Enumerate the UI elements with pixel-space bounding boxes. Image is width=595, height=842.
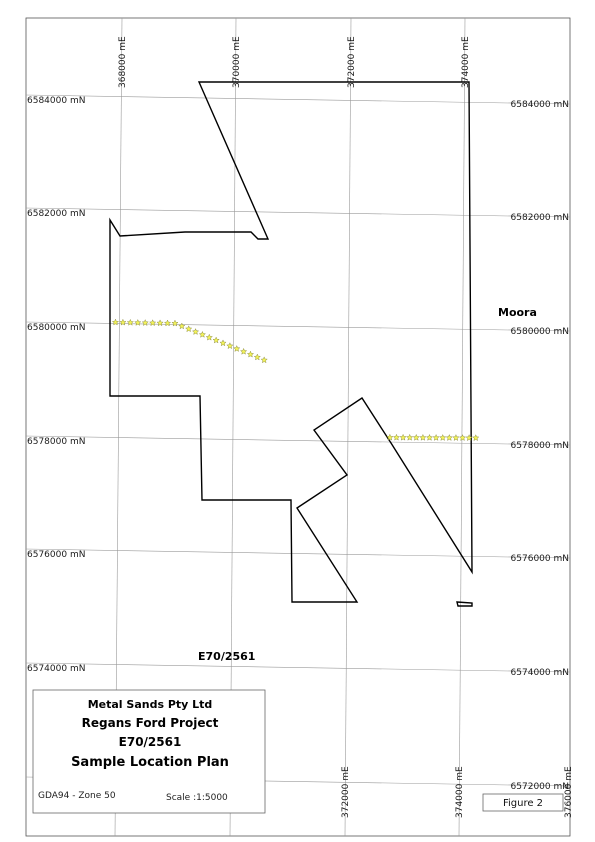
grid-line-n6582000 [25, 207, 571, 218]
northing-label: 6572000 mN [511, 782, 569, 792]
grid-line-n6576000 [25, 548, 571, 559]
easting-label: 376000 mE [564, 766, 574, 818]
star-icon [156, 319, 164, 327]
tenement-outline-fragment [456, 601, 473, 607]
title-block-frame [32, 689, 266, 814]
easting-label: 368000 mE [118, 36, 128, 88]
easting-label: 372000 mE [341, 766, 351, 818]
star-icon [419, 434, 427, 441]
town-label: Moora [498, 306, 537, 319]
star-icon [126, 318, 134, 326]
northing-label: 6580000 mN [27, 323, 85, 333]
northing-labels-right: 6584000 mN 6582000 mN 6580000 mN 6578000… [511, 100, 569, 792]
grid-line-n6574000 [25, 662, 571, 673]
plan-title: Sample Location Plan [71, 755, 229, 770]
northing-label: 6580000 mN [511, 327, 569, 337]
star-icon [260, 356, 268, 364]
northing-labels-left: 6584000 mN 6582000 mN 6580000 mN 6578000… [27, 96, 85, 674]
northing-label: 6584000 mN [511, 100, 569, 110]
easting-label: 374000 mE [461, 36, 471, 88]
northing-label: 6582000 mN [511, 213, 569, 223]
northing-label: 6584000 mN [27, 96, 85, 106]
star-icon [426, 434, 433, 441]
star-icon [412, 433, 420, 441]
star-icon [459, 434, 467, 441]
star-icon [452, 434, 460, 441]
grid-line-n6584000 [25, 94, 571, 105]
scale-label: Scale :1:5000 [166, 793, 228, 803]
easting-label: 374000 mE [455, 766, 465, 818]
northing-label: 6582000 mN [27, 209, 85, 219]
star-icon [472, 434, 480, 441]
map-frame [25, 17, 571, 837]
star-icon [205, 333, 213, 341]
star-icon [111, 318, 119, 326]
grid-line-e374000 [458, 17, 466, 837]
star-icon [240, 347, 248, 355]
star-icon [198, 331, 206, 338]
grid-line-n6578000 [25, 435, 571, 446]
star-icon [185, 325, 193, 332]
star-icon [393, 433, 400, 441]
star-icon [134, 319, 142, 326]
figure-label: Figure 2 [503, 798, 543, 809]
northing-label: 6578000 mN [511, 441, 569, 451]
star-icon [465, 434, 473, 441]
star-icon [386, 433, 394, 441]
star-icon [192, 328, 200, 335]
tenement-boundary [109, 81, 473, 607]
grid-northings [25, 94, 571, 787]
easting-label: 372000 mE [347, 36, 357, 88]
star-icon [226, 342, 234, 349]
star-icon [253, 353, 261, 361]
easting-label: 370000 mE [232, 36, 242, 88]
star-icon [233, 345, 241, 352]
tenement-label: E70/2561 [198, 650, 255, 663]
star-icon [399, 433, 407, 441]
northing-label: 6574000 mN [27, 664, 85, 674]
easting-labels-top: 368000 mE 370000 mE 372000 mE 374000 mE [118, 36, 471, 88]
star-icon [164, 319, 172, 327]
star-icon [439, 434, 447, 441]
star-icon [171, 319, 179, 327]
tenement-outline-west [109, 81, 473, 603]
northing-label: 6578000 mN [27, 437, 85, 447]
sample-points [111, 318, 480, 441]
title-block: Metal Sands Pty Ltd Regans Ford Project … [32, 689, 266, 814]
star-icon [445, 434, 453, 441]
project-name: Regans Ford Project [82, 716, 219, 730]
star-icon [406, 433, 414, 441]
easting-labels-bottom: 372000 mE 374000 mE 376000 mE [341, 766, 574, 818]
star-icon [141, 319, 149, 326]
star-icon [212, 336, 220, 344]
northing-label: 6574000 mN [511, 668, 569, 678]
star-icon [149, 319, 157, 326]
grid-line-e372000 [344, 17, 352, 837]
crs-label: GDA94 - Zone 50 [38, 791, 116, 801]
figure-box: Figure 2 [482, 793, 564, 812]
grid-line-n6580000 [25, 321, 571, 332]
company-name: Metal Sands Pty Ltd [88, 698, 213, 711]
tenement-id: E70/2561 [119, 735, 182, 749]
star-icon [246, 350, 254, 358]
figure-box-frame [482, 793, 564, 812]
northing-label: 6576000 mN [27, 550, 85, 560]
star-icon [119, 318, 127, 326]
star-icon [219, 339, 227, 347]
star-icon [432, 434, 440, 441]
star-icon [178, 322, 186, 330]
northing-label: 6576000 mN [511, 554, 569, 564]
